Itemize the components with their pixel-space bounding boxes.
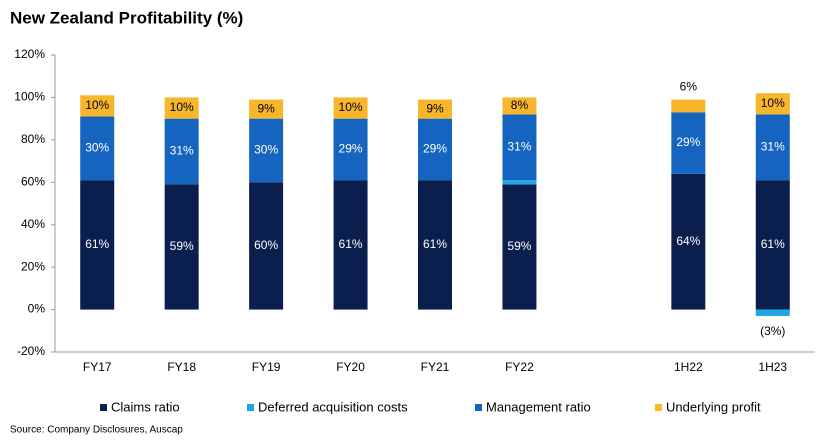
x-tick-label: FY21 bbox=[421, 360, 450, 374]
data-label: 29% bbox=[676, 135, 700, 149]
data-label: 31% bbox=[507, 139, 531, 153]
source-note: Source: Company Disclosures, Auscap bbox=[10, 425, 183, 436]
bar-segment bbox=[80, 116, 115, 181]
y-tick-label: 0% bbox=[28, 302, 46, 316]
bar-segment bbox=[671, 112, 706, 174]
data-label: 59% bbox=[170, 239, 194, 253]
bar-segment bbox=[333, 97, 368, 119]
data-label: 61% bbox=[85, 237, 109, 251]
bar-segment bbox=[755, 180, 790, 310]
y-tick-label: 100% bbox=[14, 90, 45, 104]
data-label: 8% bbox=[511, 98, 529, 112]
data-label: 61% bbox=[423, 237, 447, 251]
data-label: 29% bbox=[339, 142, 363, 156]
data-label: 30% bbox=[85, 141, 109, 155]
chart-title: New Zealand Profitability (%) bbox=[10, 8, 243, 27]
data-label: 60% bbox=[254, 238, 278, 252]
y-tick-label: 20% bbox=[21, 259, 45, 273]
data-label: 31% bbox=[761, 139, 785, 153]
x-tick-label: FY22 bbox=[505, 360, 534, 374]
legend-label: Deferred acquisition costs bbox=[258, 399, 408, 414]
bar-segment bbox=[755, 93, 790, 115]
bar-segment bbox=[418, 118, 452, 181]
bar-segment bbox=[80, 180, 115, 310]
data-label: (3%) bbox=[760, 324, 785, 338]
bar-segment bbox=[249, 99, 284, 119]
legend-swatch bbox=[655, 404, 662, 411]
x-tick-label: FY18 bbox=[167, 360, 196, 374]
legend-swatch bbox=[247, 404, 254, 411]
data-label: 31% bbox=[170, 144, 194, 158]
y-tick-label: 40% bbox=[21, 217, 45, 231]
bar-segment bbox=[80, 95, 115, 117]
legend-label: Claims ratio bbox=[111, 399, 180, 414]
y-tick-label: 60% bbox=[21, 174, 45, 188]
data-label: 61% bbox=[761, 237, 785, 251]
data-label: 10% bbox=[85, 98, 109, 112]
data-label: 10% bbox=[339, 100, 363, 114]
bar-segment bbox=[333, 118, 368, 181]
legend-label: Management ratio bbox=[486, 399, 591, 414]
bar-segment bbox=[502, 114, 537, 181]
legend-swatch bbox=[475, 404, 482, 411]
bar-segment bbox=[249, 182, 284, 310]
bar-segment bbox=[671, 173, 706, 310]
data-label: 9% bbox=[426, 101, 444, 115]
data-label: 30% bbox=[254, 143, 278, 157]
data-label: 9% bbox=[257, 101, 275, 115]
bar-segment bbox=[502, 97, 537, 115]
data-label: 29% bbox=[423, 142, 447, 156]
bar-segment bbox=[164, 97, 199, 119]
bar-segment bbox=[249, 118, 284, 183]
y-tick-label: 120% bbox=[14, 47, 45, 61]
bar-segment bbox=[333, 180, 368, 310]
y-tick-label: 80% bbox=[21, 132, 45, 146]
data-label: 59% bbox=[507, 239, 531, 253]
legend-label: Underlying profit bbox=[666, 399, 761, 414]
bar-segment bbox=[502, 180, 537, 185]
x-tick-label: FY17 bbox=[83, 360, 112, 374]
x-tick-label: FY20 bbox=[336, 360, 365, 374]
bar-segment bbox=[164, 184, 199, 310]
data-label: 61% bbox=[339, 237, 363, 251]
data-label: 6% bbox=[680, 80, 698, 94]
legend-swatch bbox=[100, 404, 107, 411]
y-tick-label: -20% bbox=[17, 344, 45, 358]
x-tick-label: 1H22 bbox=[674, 360, 703, 374]
x-tick-label: FY19 bbox=[252, 360, 281, 374]
data-label: 10% bbox=[170, 100, 194, 114]
x-tick-label: 1H23 bbox=[758, 360, 787, 374]
bar-segment bbox=[502, 184, 537, 310]
bar-segment bbox=[418, 180, 452, 310]
bar-segment bbox=[164, 118, 199, 185]
data-label: 64% bbox=[676, 234, 700, 248]
bar-segment bbox=[755, 114, 790, 181]
bar-segment bbox=[755, 309, 790, 316]
bar-segment bbox=[671, 99, 706, 113]
bar-segment bbox=[418, 99, 452, 119]
data-label: 10% bbox=[761, 96, 785, 110]
